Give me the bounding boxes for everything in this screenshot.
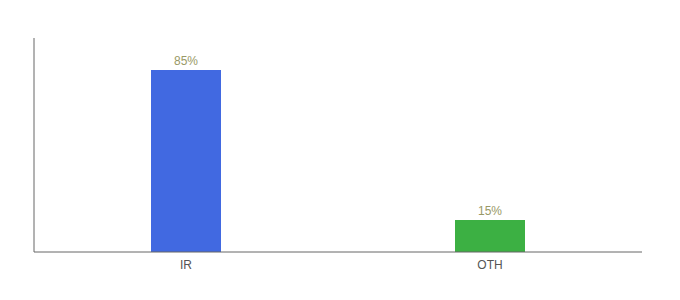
- svg-text:15%: 15%: [478, 204, 502, 218]
- svg-text:OTH: OTH: [477, 258, 502, 272]
- svg-text:85%: 85%: [174, 54, 198, 68]
- svg-text:IR: IR: [180, 258, 192, 272]
